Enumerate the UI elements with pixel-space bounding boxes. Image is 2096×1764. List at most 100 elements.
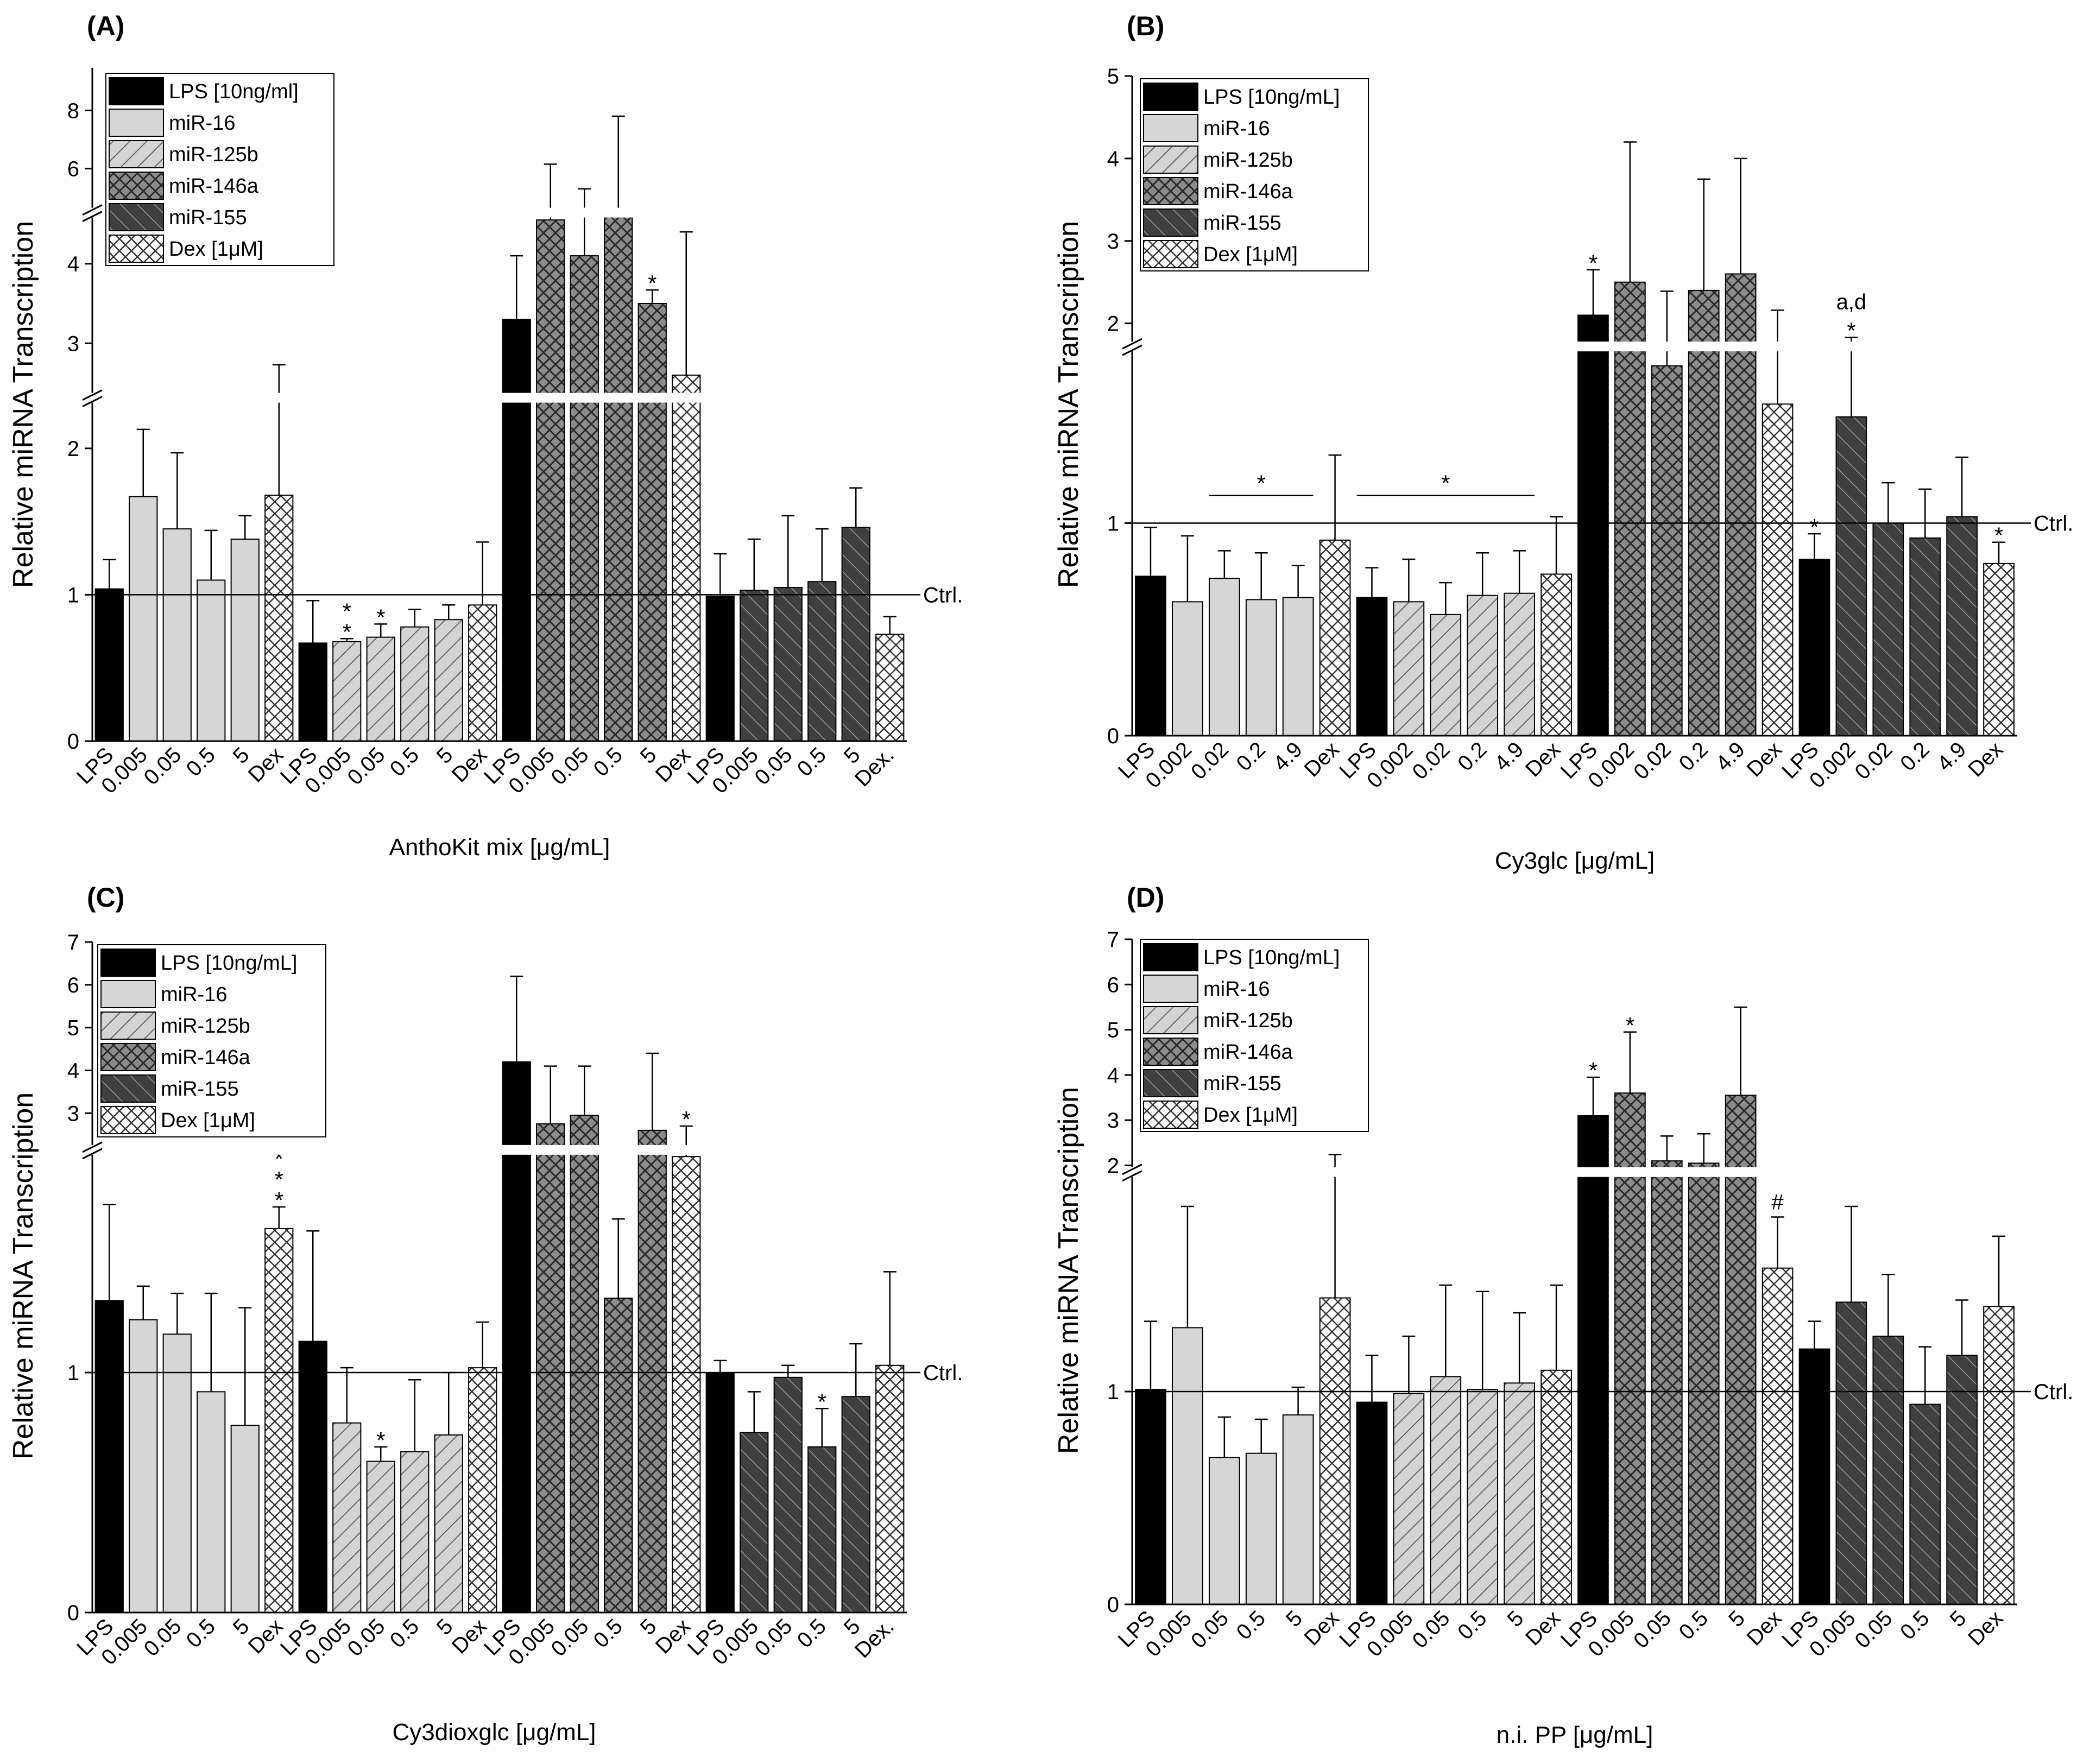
bracket-marker: * — [1441, 471, 1450, 496]
x-tick-label: 0.5 — [1896, 1606, 1934, 1644]
axis-break-gap — [1130, 342, 2019, 352]
bar-mir-155-4 — [1909, 537, 1941, 737]
bar-mir-146a-6 — [672, 374, 701, 742]
bar-mir-155-5 — [841, 1396, 870, 1613]
legend-swatch-mir146a — [109, 172, 164, 200]
bar-mir-125b-3 — [366, 636, 395, 742]
x-tick-label: Dex — [651, 1614, 695, 1658]
x-tick-label: 0.5 — [589, 743, 627, 781]
legend-swatch-mir16 — [1143, 114, 1198, 142]
x-tick-label: 5 — [1724, 1606, 1750, 1632]
bar-mir-16-1 — [1135, 1389, 1166, 1605]
bar-mir-125b-4 — [1467, 595, 1499, 736]
y-tick-label: 4 — [67, 1059, 79, 1083]
x-tick-label: Dex — [244, 743, 288, 787]
panel-label: (A) — [87, 11, 124, 41]
bar-mir-146a-3 — [1651, 365, 1683, 736]
y-tick-label: 5 — [1107, 65, 1119, 88]
bar-mir-16-5 — [230, 539, 260, 742]
x-axis-title: n.i. PP [μg/mL] — [1497, 1722, 1653, 1748]
bar-mir-16-4 — [1245, 599, 1277, 736]
bar-mir-16-1 — [94, 1300, 124, 1613]
legend-label: miR-146a — [1203, 1041, 1293, 1064]
bar-mir-146a-1 — [502, 319, 531, 742]
y-tick-label: 2 — [1107, 1154, 1119, 1178]
x-tick-label: Dex — [447, 1614, 491, 1658]
legend-swatch-mir16 — [100, 980, 156, 1008]
bar-mir-125b-1 — [298, 642, 327, 742]
bar-mir-146a-6 — [1762, 403, 1794, 736]
legend-swatch-mir125b — [100, 1011, 156, 1040]
legend-label: miR-125b — [1203, 1009, 1293, 1032]
bar-mir-125b-2 — [332, 641, 362, 742]
legend-label: miR-146a — [161, 1046, 251, 1069]
significance-marker: * — [343, 619, 351, 644]
x-axis-title: Cy3dioxglc [μg/mL] — [392, 1719, 596, 1746]
bar-mir-155-1 — [705, 596, 735, 742]
y-tick-label: 0 — [67, 730, 79, 754]
axis-break-gap — [90, 393, 909, 403]
x-tick-label: 0.02 — [1629, 737, 1676, 784]
legend-swatch-dex — [1143, 240, 1198, 268]
x-tick-label: 0.05 — [343, 743, 389, 789]
y-axis-title: Relative miRNA Transcription — [8, 221, 39, 588]
y-tick-label: 1 — [1107, 512, 1119, 536]
y-tick-label: 5 — [67, 1016, 79, 1040]
bracket-marker: * — [1257, 471, 1266, 496]
x-tick-label: 0.5 — [386, 743, 424, 781]
x-tick-label: 5 — [1946, 1606, 1971, 1632]
bar-mir-16-2 — [1172, 1327, 1203, 1605]
x-tick-label: Dex — [447, 743, 491, 787]
axis-break-mark — [82, 1141, 103, 1153]
x-tick-label: 0.05 — [343, 1614, 389, 1661]
y-axis-title: Relative miRNA Transcription — [1053, 221, 1084, 588]
legend-label: LPS [10ng/ml] — [169, 80, 299, 103]
y-tick-label: 1 — [1107, 1380, 1119, 1404]
x-tick-label: Dex. — [850, 743, 899, 791]
panel-label: (D) — [1127, 882, 1164, 913]
x-tick-label: 0.05 — [1629, 1606, 1676, 1653]
legend-label: miR-155 — [1203, 212, 1281, 235]
x-tick-label: 4.9 — [1490, 737, 1528, 775]
significance-marker: * — [376, 1427, 385, 1453]
bar-mir-125b-3 — [1430, 1376, 1462, 1605]
bar-mir-146a-1 — [1577, 314, 1609, 736]
y-tick-label: 0 — [67, 1601, 79, 1625]
bar-mir-16-3 — [162, 528, 192, 742]
bar-mir-125b-2 — [1393, 1393, 1425, 1605]
bar-mir-125b-4 — [1467, 1389, 1499, 1605]
y-tick-label: 1 — [67, 1361, 79, 1385]
x-tick-label: 5 — [1503, 1606, 1529, 1632]
y-tick-label: 2 — [1107, 312, 1119, 336]
x-tick-label: 0.02 — [1407, 737, 1454, 784]
x-tick-label: 4.9 — [1712, 737, 1750, 775]
bar-mir-155-6 — [875, 1364, 905, 1613]
bar-mir-146a-6 — [672, 1156, 701, 1613]
x-tick-label: 0.2 — [1675, 737, 1713, 775]
bar-mir-16-2 — [129, 496, 158, 742]
axis-break-mark — [82, 211, 103, 222]
legend-swatch-lps — [100, 949, 156, 977]
bar-mir-16-6 — [264, 1228, 294, 1614]
bar-mir-125b-6 — [468, 604, 497, 742]
legend-label: miR-146a — [1203, 180, 1293, 203]
bar-mir-155-3 — [773, 586, 803, 742]
axis-break-mark — [82, 1148, 103, 1160]
x-tick-label: Dex — [1742, 1606, 1786, 1650]
x-tick-label: 0.05 — [546, 743, 593, 789]
x-tick-label: Dex — [1299, 737, 1343, 781]
y-tick-label: 8 — [67, 99, 79, 123]
significance-marker: * — [682, 1107, 691, 1132]
x-tick-label: 0.2 — [1453, 737, 1491, 775]
y-tick-label: 7 — [67, 931, 79, 954]
bar-mir-16-4 — [197, 1391, 226, 1614]
legend-swatch-lps — [1143, 943, 1198, 971]
legend-swatch-mir155 — [100, 1074, 156, 1103]
y-tick-label: 4 — [1107, 1064, 1119, 1088]
bar-mir-155-1 — [1798, 559, 1830, 737]
ctrl-label: Ctrl. — [923, 1361, 963, 1385]
y-tick-label: 7 — [1107, 928, 1119, 952]
